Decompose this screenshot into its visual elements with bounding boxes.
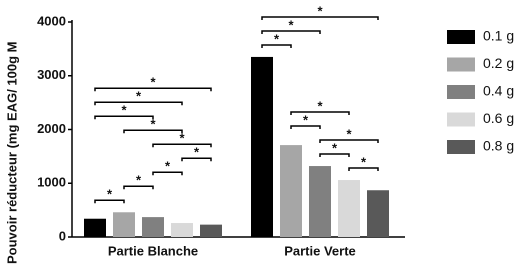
legend-swatch — [447, 112, 475, 127]
legend-label: 0.2 g — [483, 55, 514, 71]
significance-bracket — [348, 167, 379, 172]
significance-label: * — [194, 145, 200, 160]
significance-bracket — [261, 44, 292, 48]
bar — [113, 212, 135, 237]
significance-label: * — [332, 140, 338, 155]
y-tick-label: 3000 — [37, 67, 66, 82]
significance-bracket — [319, 139, 379, 144]
bar — [367, 190, 389, 237]
significance-label: * — [361, 154, 367, 169]
significance-label: * — [165, 159, 171, 174]
significance-label: * — [136, 173, 142, 188]
legend-swatch — [447, 30, 475, 44]
significance-bracket — [94, 101, 183, 106]
legend-swatch — [447, 57, 475, 72]
significance-bracket — [123, 185, 154, 190]
y-tick-label: 2000 — [37, 121, 66, 136]
significance-label: * — [107, 187, 113, 202]
significance-bracket — [152, 143, 212, 148]
significance-bracket — [123, 129, 183, 134]
bar — [171, 223, 193, 237]
significance-label: * — [179, 131, 185, 146]
bar — [280, 145, 302, 237]
significance-label: * — [346, 126, 352, 141]
legend-swatch — [447, 85, 475, 99]
significance-bracket — [94, 87, 212, 92]
legend-label: 0.6 g — [483, 110, 514, 126]
significance-bracket — [290, 111, 350, 116]
significance-label: * — [317, 98, 323, 113]
y-axis-label: Pouvoir réducteur (mg EAG/ 100g M — [4, 42, 19, 265]
significance-bracket — [319, 153, 350, 158]
bar — [142, 217, 164, 237]
significance-bracket — [94, 199, 125, 204]
bar — [200, 224, 222, 237]
significance-label: * — [303, 112, 309, 127]
legend-swatch — [447, 140, 475, 154]
legend-label: 0.4 g — [483, 83, 514, 99]
significance-label: * — [136, 89, 142, 104]
significance-bracket — [181, 157, 212, 162]
significance-bracket — [94, 115, 154, 120]
x-tick-label: Partie Verte — [284, 243, 356, 258]
significance-bracket — [152, 171, 183, 176]
significance-label: * — [121, 103, 127, 118]
significance-label: * — [317, 3, 323, 18]
bar — [309, 166, 331, 237]
bar — [251, 56, 273, 237]
bar — [84, 218, 106, 237]
legend-label: 0.1 g — [483, 28, 514, 44]
y-tick-label: 0 — [59, 228, 66, 243]
significance-label: * — [288, 17, 294, 32]
significance-bracket — [261, 16, 379, 20]
significance-bracket — [290, 125, 321, 130]
significance-label: * — [150, 75, 156, 90]
y-tick-label: 1000 — [37, 175, 66, 190]
legend-label: 0.8 g — [483, 138, 514, 154]
y-tick-label: 4000 — [37, 13, 66, 28]
bar — [338, 180, 360, 237]
significance-label: * — [150, 117, 156, 132]
x-tick-label: Partie Blanche — [108, 243, 198, 258]
significance-bracket — [261, 30, 321, 34]
significance-label: * — [274, 31, 280, 46]
